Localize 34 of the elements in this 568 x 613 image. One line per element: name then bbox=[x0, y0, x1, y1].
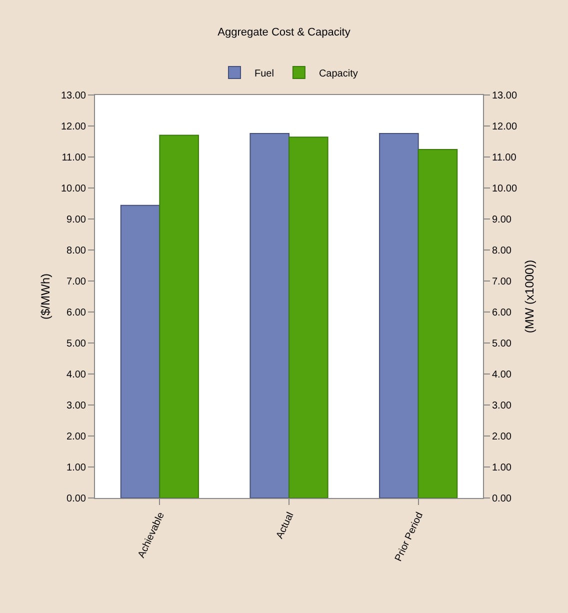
y2-tick-label: 2.00 bbox=[492, 432, 512, 442]
y2-tick-label: 3.00 bbox=[492, 400, 512, 412]
y-tick-label: 0.00 bbox=[66, 494, 86, 504]
y2-tick-label: 0.00 bbox=[492, 494, 512, 504]
y-tick-label: 8.00 bbox=[66, 246, 86, 256]
y2-tick-label: 5.00 bbox=[492, 338, 512, 350]
y-tick-label: 11.00 bbox=[62, 152, 86, 164]
y2-tick-label: 4.00 bbox=[492, 370, 512, 380]
y-tick-label: 13.00 bbox=[60, 90, 86, 102]
y2-tick-label: 6.00 bbox=[492, 308, 512, 318]
y-axis-title: ($/MWh) bbox=[38, 274, 52, 320]
y2-tick-label: 13.00 bbox=[492, 90, 518, 102]
y-tick-label: 10.00 bbox=[60, 184, 86, 194]
y-tick-label: 12.00 bbox=[60, 122, 86, 132]
y2-tick-label: 1.00 bbox=[492, 462, 512, 474]
legend-label: Fuel bbox=[254, 68, 274, 80]
y-tick-label: 2.00 bbox=[66, 432, 86, 442]
y2-tick-label: 9.00 bbox=[492, 214, 512, 226]
legend-label: Capacity bbox=[318, 68, 358, 80]
y2-tick-label: 11.00 bbox=[492, 152, 517, 164]
y-tick-label: 7.00 bbox=[66, 276, 86, 288]
y2-tick-label: 12.00 bbox=[492, 122, 518, 132]
y-tick-label: 5.00 bbox=[66, 338, 86, 350]
y-tick-label: 4.00 bbox=[66, 370, 86, 380]
y2-tick-label: 10.00 bbox=[492, 184, 518, 194]
y-tick-label: 1.00 bbox=[66, 462, 86, 474]
x-tick-label: Actual bbox=[274, 510, 296, 541]
y-tick-label: 9.00 bbox=[66, 214, 86, 226]
y-tick-label: 3.00 bbox=[66, 400, 86, 412]
y2-tick-label: 8.00 bbox=[492, 246, 512, 256]
y2-axis-title: (MW (x1000)) bbox=[522, 260, 536, 334]
y-tick-label: 6.00 bbox=[66, 308, 86, 318]
chart-title: Aggregate Cost & Capacity bbox=[218, 26, 351, 38]
y2-tick-label: 7.00 bbox=[492, 276, 512, 288]
